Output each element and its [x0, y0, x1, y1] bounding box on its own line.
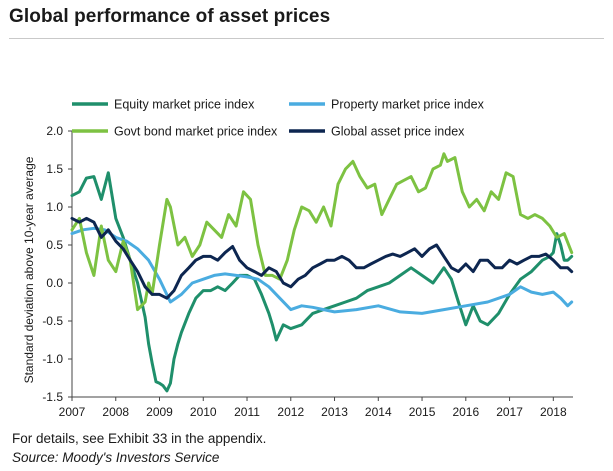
x-tick-label: 2008 [102, 405, 129, 419]
y-tick-label: -0.5 [42, 314, 63, 328]
x-tick-label: 2017 [496, 405, 523, 419]
x-tick-label: 2010 [190, 405, 217, 419]
y-tick-label: -1.5 [42, 390, 63, 404]
footnote: For details, see Exhibit 33 in the appen… [12, 431, 267, 446]
x-tick-label: 2009 [146, 405, 173, 419]
series-line-global-asset-price-index [70, 216, 574, 300]
line-chart: 2.0 1.5 1.0 0.5 0.0 -0.5 -1.0 -1.5 2007 2008 2009… [22, 98, 574, 419]
legend-label-equity-market-price-index: Equity market price index [114, 98, 255, 112]
chart-title: Global performance of asset prices [9, 6, 331, 27]
y-tick-label: 1.5 [46, 162, 63, 176]
legend: Equity market price index Property market… [72, 98, 485, 139]
legend-label-govt-bond-market-price-index: Govt bond market price index [114, 125, 278, 139]
y-tick-label: -1.0 [42, 352, 63, 366]
legend-label-property-market-price-index: Property market price index [331, 98, 485, 112]
series-lines [70, 152, 574, 393]
series-line-govt-bond-market-price-index [70, 152, 574, 312]
x-tick-label: 2016 [452, 405, 479, 419]
x-tick-label: 2015 [409, 405, 436, 419]
series-line-equity-market-price-index [70, 171, 574, 393]
y-tick-label: 0.5 [46, 238, 63, 252]
y-tick-label: 1.0 [46, 200, 63, 214]
y-tick-label: 2.0 [46, 124, 63, 138]
x-tick-label: 2011 [234, 405, 260, 419]
x-axis: 2007 2008 2009 2010 2011 2012 2013 2014 2015 2016… [59, 397, 567, 419]
x-tick-label: 2018 [540, 405, 567, 419]
y-axis-label: Standard deviation above 10-year average [22, 156, 36, 383]
x-tick-label: 2013 [321, 405, 348, 419]
x-tick-label: 2012 [277, 405, 304, 419]
x-tick-label: 2014 [365, 405, 392, 419]
source-note: Source: Moody's Investors Service [12, 450, 220, 465]
series-line-property-market-price-index [70, 226, 574, 315]
y-axis: 2.0 1.5 1.0 0.5 0.0 -0.5 -1.0 -1.5 [42, 124, 72, 404]
y-tick-label: 0.0 [46, 276, 63, 290]
x-tick-label: 2007 [59, 405, 86, 419]
legend-label-global-asset-price-index: Global asset price index [331, 125, 465, 139]
title-divider [9, 38, 604, 39]
plot-frame [71, 131, 573, 398]
